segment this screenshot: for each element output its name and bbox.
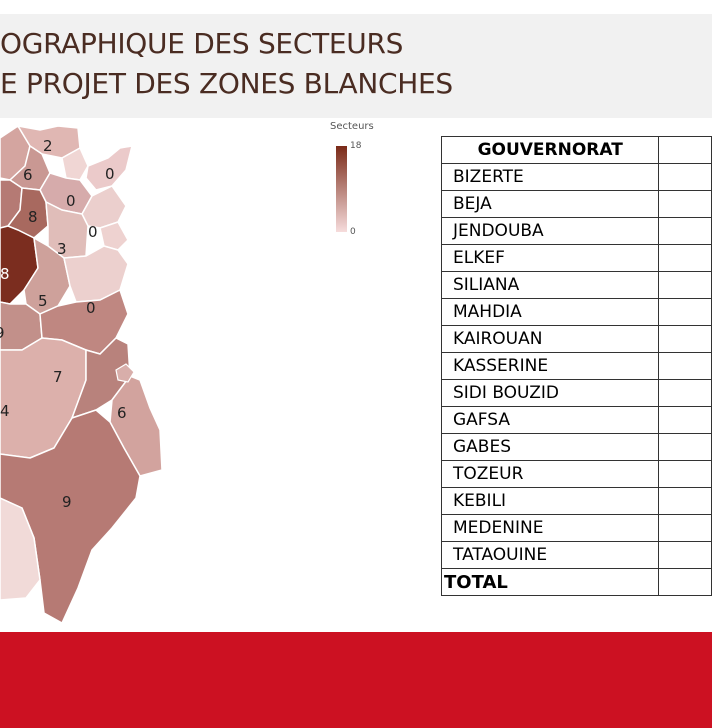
table-row: BIZERTE [440, 163, 712, 191]
table-row: BEJA [440, 190, 712, 218]
table-cell-gouvernorat: MAHDIA [440, 298, 660, 326]
table-row: GABES [440, 433, 712, 461]
region-djerba [115, 363, 135, 383]
table-row: SIDI BOUZID [440, 379, 712, 407]
table-cell-gouvernorat: GABES [440, 433, 660, 461]
table-cell-gouvernorat: JENDOUBA [440, 217, 660, 245]
region-southwest-fringe [0, 497, 41, 601]
region-monastir [99, 221, 129, 251]
table-cell-gouvernorat: SIDI BOUZID [440, 379, 660, 407]
map-label: 2 [43, 137, 53, 155]
map-label: 0 [88, 223, 98, 241]
region-ariana [61, 146, 89, 181]
map-label: 6 [23, 166, 33, 184]
table-cell-gouvernorat: TOZEUR [440, 460, 660, 488]
map-label: 0 [105, 165, 115, 183]
table-row: KASSERINE [440, 352, 712, 380]
table-cell-value [658, 244, 712, 272]
table-row: TATAOUINE [440, 541, 712, 569]
map-label: 9 [62, 493, 72, 511]
table-header-row: GOUVERNORAT [440, 136, 712, 164]
table-cell-value [658, 325, 712, 353]
table-cell-gouvernorat: BIZERTE [440, 163, 660, 191]
map-label: 3 [57, 240, 67, 258]
title-band: OGRAPHIQUE DES SECTEURS E PROJET DES ZON… [0, 14, 712, 118]
table-row: ELKEF [440, 244, 712, 272]
footer-band [0, 632, 712, 728]
table-cell-value [658, 514, 712, 542]
table-cell-gouvernorat: KASSERINE [440, 352, 660, 380]
map-label: 8 [0, 265, 10, 283]
region-sousse [81, 185, 127, 229]
table-row: GAFSA [440, 406, 712, 434]
table-cell-value [658, 217, 712, 245]
table-total-label: TOTAL [440, 568, 660, 596]
table-cell-gouvernorat: TATAOUINE [440, 541, 660, 569]
table-cell-value [658, 352, 712, 380]
table-cell-value [658, 190, 712, 218]
map-label: 0 [86, 299, 96, 317]
map-label: 6 [117, 404, 127, 422]
table-header-gouvernorat: GOUVERNORAT [440, 136, 660, 164]
map-label: 0 [66, 192, 76, 210]
map-label: 4 [0, 402, 10, 420]
legend-title: Secteurs [330, 121, 374, 132]
table-cell-value [658, 406, 712, 434]
map-value-labels: 2 6 0 0 8 0 3 8 5 0 9 7 4 6 9 [0, 137, 127, 511]
table-total-row: TOTAL [440, 568, 712, 596]
table-cell-value [658, 433, 712, 461]
legend-max-value: 18 [350, 141, 362, 151]
table-cell-gouvernorat: BEJA [440, 190, 660, 218]
tunisia-choropleth-map: 2 6 0 0 8 0 3 8 5 0 9 7 4 6 9 [0, 124, 163, 625]
table-cell-value [658, 487, 712, 515]
table-cell-gouvernorat: MEDENINE [440, 514, 660, 542]
table-row: TOZEUR [440, 460, 712, 488]
table-row: JENDOUBA [440, 217, 712, 245]
table-row: SILIANA [440, 271, 712, 299]
table-cell-gouvernorat: GAFSA [440, 406, 660, 434]
table-cell-value [658, 163, 712, 191]
map-label: 9 [0, 324, 5, 342]
table-cell-gouvernorat: KEBILI [440, 487, 660, 515]
map-label: 8 [28, 208, 38, 226]
map-label: 7 [53, 368, 63, 386]
table-cell-value [658, 271, 712, 299]
table-cell-value [658, 298, 712, 326]
legend-min-value: 0 [350, 227, 356, 237]
table-row: KAIROUAN [440, 325, 712, 353]
table-cell-value [658, 460, 712, 488]
table-cell-gouvernorat: ELKEF [440, 244, 660, 272]
table-row: MEDENINE [440, 514, 712, 542]
table-row: MAHDIA [440, 298, 712, 326]
table-cell-value [658, 541, 712, 569]
table-cell-value [658, 379, 712, 407]
map-label: 5 [38, 292, 48, 310]
table-cell-gouvernorat: SILIANA [440, 271, 660, 299]
gouvernorat-table: GOUVERNORAT BIZERTE BEJA JENDOUBA ELKEF … [440, 136, 712, 596]
table-cell-gouvernorat: KAIROUAN [440, 325, 660, 353]
table-row: KEBILI [440, 487, 712, 515]
legend-color-scale [336, 146, 347, 232]
table-total-value [658, 568, 712, 596]
region-capbon [85, 145, 134, 191]
table-header-value [658, 136, 712, 164]
page-title-line-1: OGRAPHIQUE DES SECTEURS [0, 27, 404, 60]
page-title-line-2: E PROJET DES ZONES BLANCHES [0, 67, 453, 100]
